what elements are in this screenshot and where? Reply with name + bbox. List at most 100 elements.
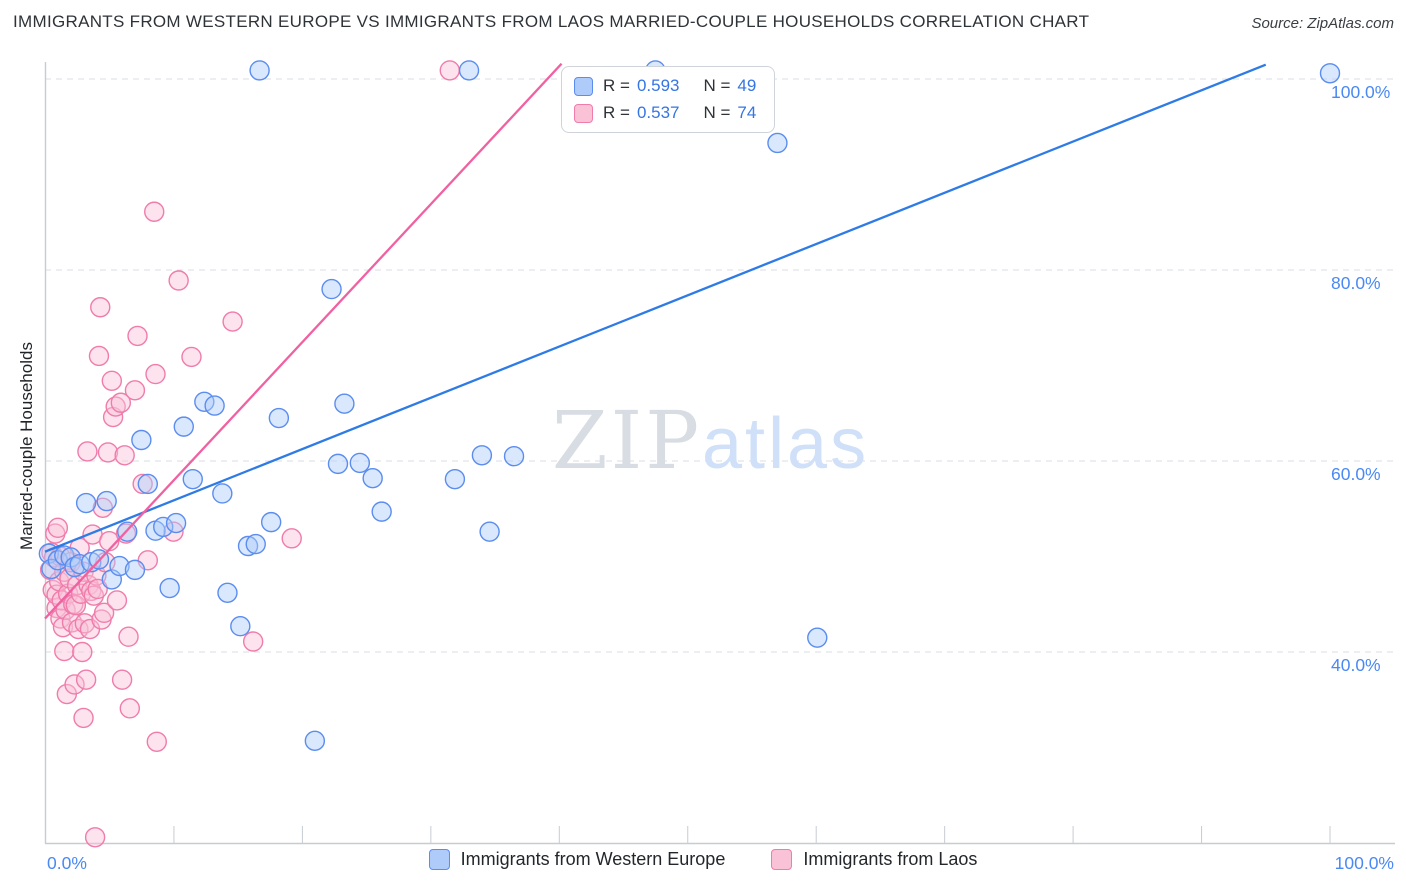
point-western-europe	[503, 446, 525, 467]
point-western-europe	[245, 533, 266, 555]
point-western-europe	[327, 453, 349, 475]
x-tick-label-min: 0.0%	[47, 853, 87, 873]
point-laos	[118, 626, 139, 647]
point-laos	[146, 731, 167, 752]
point-laos	[119, 698, 141, 719]
point-laos	[87, 578, 108, 600]
point-laos	[73, 707, 94, 729]
point-western-europe	[153, 516, 174, 538]
series-legend: Immigrants from Western Europe Immigrant…	[0, 849, 1406, 870]
point-western-europe	[479, 521, 500, 542]
point-western-europe	[321, 278, 342, 300]
point-laos	[124, 380, 146, 401]
n-value: 74	[737, 103, 757, 122]
point-laos	[47, 517, 69, 539]
legend-swatch	[574, 103, 593, 123]
point-laos	[64, 674, 85, 695]
bottom-legend-swatch	[428, 849, 450, 870]
legend-item-laos: Immigrants from Laos	[771, 849, 977, 870]
y-tick-label: 60.0%	[1331, 464, 1381, 484]
point-laos	[65, 595, 87, 616]
point-western-europe	[131, 429, 152, 451]
point-western-europe	[767, 132, 788, 154]
point-laos	[54, 640, 75, 662]
y-axis-title: Married-couple Households	[17, 342, 36, 550]
watermark: ZIPatlas	[552, 394, 869, 487]
trend-line	[44, 63, 1267, 553]
point-laos	[168, 270, 189, 291]
point-western-europe	[349, 452, 371, 474]
point-western-europe	[260, 511, 282, 533]
point-laos	[181, 346, 202, 368]
point-laos	[101, 370, 123, 391]
point-laos	[222, 311, 243, 332]
r-value: 0.537	[636, 103, 680, 122]
n-label: N =	[703, 76, 731, 95]
r-label: R =	[603, 76, 630, 95]
r-value: 0.593	[636, 76, 680, 95]
point-western-europe	[230, 616, 251, 637]
trend-line	[44, 62, 563, 620]
point-western-europe	[212, 483, 233, 504]
point-laos	[281, 528, 302, 549]
point-western-europe	[173, 416, 194, 437]
x-tick-label-max: 100.0%	[1335, 853, 1394, 873]
y-tick-label: 80.0%	[1331, 273, 1381, 293]
point-laos	[114, 445, 135, 466]
point-laos	[127, 325, 148, 347]
point-western-europe	[1319, 63, 1341, 84]
point-western-europe	[96, 490, 117, 512]
point-western-europe	[217, 582, 238, 603]
point-western-europe	[362, 467, 383, 489]
n-label: N =	[703, 103, 731, 122]
point-western-europe	[75, 492, 97, 514]
point-western-europe	[249, 60, 270, 81]
point-laos	[93, 602, 115, 624]
legend-swatch	[574, 76, 593, 96]
point-western-europe	[109, 555, 130, 577]
point-western-europe	[458, 60, 480, 81]
legend-item-label: Immigrants from Western Europe	[460, 849, 726, 869]
y-tick-label: 100.0%	[1331, 82, 1390, 102]
point-laos	[84, 827, 106, 848]
point-laos	[88, 345, 110, 367]
point-laos	[145, 363, 166, 385]
point-laos	[97, 442, 119, 463]
point-western-europe	[371, 501, 392, 522]
legend-row-laos: R = 0.537 N = 74	[574, 103, 756, 123]
legend-item-label: Immigrants from Laos	[803, 849, 978, 869]
n-value: 49	[737, 76, 757, 95]
point-western-europe	[182, 468, 203, 490]
point-laos	[439, 60, 460, 81]
point-laos	[242, 631, 264, 652]
point-western-europe	[471, 445, 493, 466]
page-title: IMMIGRANTS FROM WESTERN EUROPE VS IMMIGR…	[13, 12, 1090, 31]
point-western-europe	[137, 473, 159, 495]
point-laos	[132, 473, 153, 495]
bottom-legend-swatch	[771, 849, 793, 870]
point-western-europe	[237, 535, 259, 557]
r-label: R =	[603, 103, 630, 122]
point-western-europe	[807, 627, 828, 648]
legend-item-western-europe: Immigrants from Western Europe	[428, 849, 726, 870]
point-western-europe	[444, 468, 466, 490]
legend-row-western-europe: R = 0.593 N = 49	[574, 76, 756, 96]
point-laos	[75, 669, 97, 690]
point-western-europe	[165, 512, 187, 534]
point-laos	[72, 641, 93, 663]
point-laos	[90, 297, 111, 318]
point-western-europe	[204, 395, 225, 416]
point-laos	[77, 441, 98, 462]
point-laos	[144, 201, 165, 222]
point-laos	[68, 618, 89, 640]
point-laos	[110, 392, 132, 413]
correlation-legend-box: R = 0.593 N = 49 R = 0.537 N = 74	[561, 66, 776, 133]
point-western-europe	[268, 407, 290, 429]
point-western-europe	[124, 559, 146, 581]
point-laos	[111, 669, 133, 690]
point-western-europe	[334, 393, 355, 414]
y-tick-label: 40.0%	[1331, 655, 1381, 675]
point-western-europe	[159, 577, 180, 599]
point-laos	[106, 590, 128, 611]
